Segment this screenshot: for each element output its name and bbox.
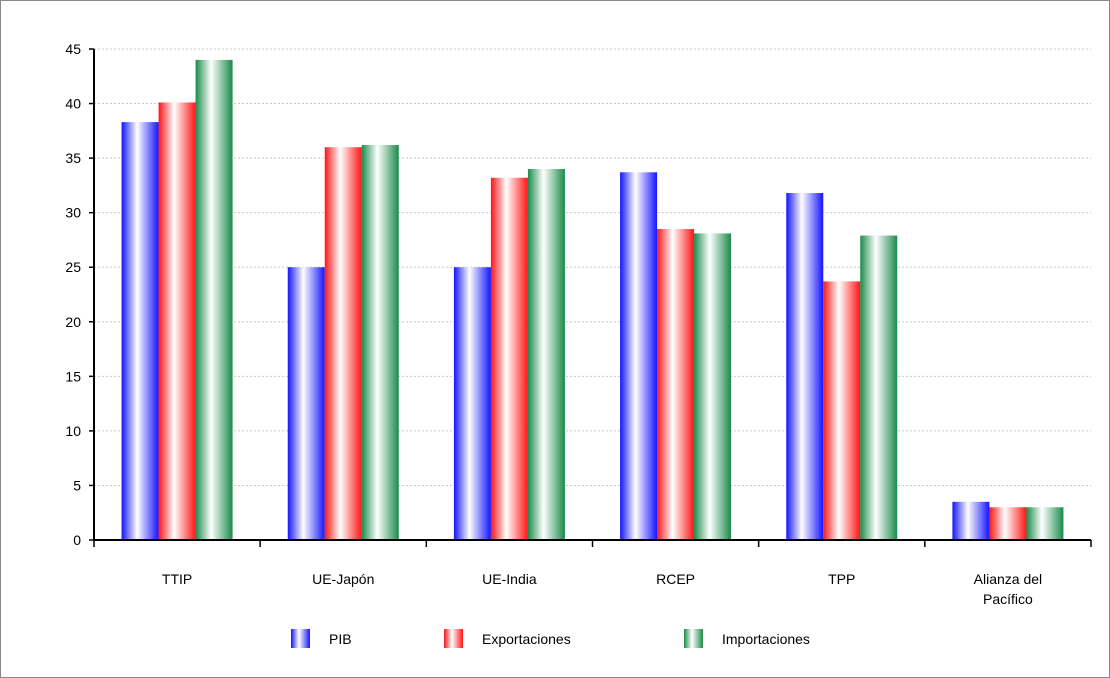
- bar-exportaciones: [823, 281, 861, 540]
- bar-pib: [121, 122, 159, 541]
- y-tick-label: 10: [65, 423, 81, 439]
- category-label: UE-India: [482, 571, 537, 587]
- category-label: TTIP: [162, 571, 192, 587]
- legend-label-importaciones: Importaciones: [722, 631, 810, 647]
- bar-importaciones: [361, 145, 399, 541]
- bar-exportaciones: [989, 507, 1027, 540]
- y-tick-label: 40: [65, 96, 81, 112]
- bars: [121, 59, 1064, 541]
- legend-label-pib: PIB: [329, 631, 352, 647]
- bar-importaciones: [527, 169, 565, 540]
- y-tick-label: 35: [65, 150, 81, 166]
- bar-pib: [453, 267, 491, 540]
- bar-pib: [786, 193, 824, 540]
- legend-swatch-importaciones: [684, 629, 703, 648]
- y-tick-label: 25: [65, 259, 81, 275]
- y-tick-label: 30: [65, 205, 81, 221]
- legend: PIB Exportaciones Importaciones: [291, 629, 810, 648]
- category-label: UE-Japón: [312, 571, 374, 587]
- bar-exportaciones: [490, 177, 528, 541]
- category-label: Pacífico: [983, 591, 1033, 607]
- legend-label-exportaciones: Exportaciones: [482, 631, 571, 647]
- legend-swatch-exportaciones: [444, 629, 463, 648]
- y-tick-label: 15: [65, 368, 81, 384]
- bar-pib: [952, 501, 990, 540]
- y-tick-label: 0: [73, 532, 81, 548]
- bar-exportaciones: [324, 147, 362, 540]
- y-tick-label: 5: [73, 477, 81, 493]
- legend-swatch-pib: [291, 629, 310, 648]
- bar-importaciones: [860, 235, 898, 540]
- category-label: RCEP: [656, 571, 695, 587]
- category-label: TPP: [828, 571, 855, 587]
- category-label: Alianza del: [974, 571, 1043, 587]
- bar-importaciones: [1026, 507, 1064, 540]
- bar-importaciones: [195, 59, 233, 541]
- bar-exportaciones: [657, 229, 695, 541]
- bar-importaciones: [694, 233, 732, 541]
- bar-pib: [620, 172, 658, 540]
- bar-pib: [287, 267, 325, 540]
- gridlines: [94, 48, 1091, 486]
- x-axis: TTIP UE-Japón UE-India RCEP TPP Alianza del Pa…: [93, 539, 1092, 607]
- y-tick-label: 45: [65, 41, 81, 57]
- bar-exportaciones: [158, 102, 196, 540]
- y-axis: 0 5 10 15 20 25 30 35 40 45: [65, 41, 95, 548]
- y-tick-label: 20: [65, 314, 81, 330]
